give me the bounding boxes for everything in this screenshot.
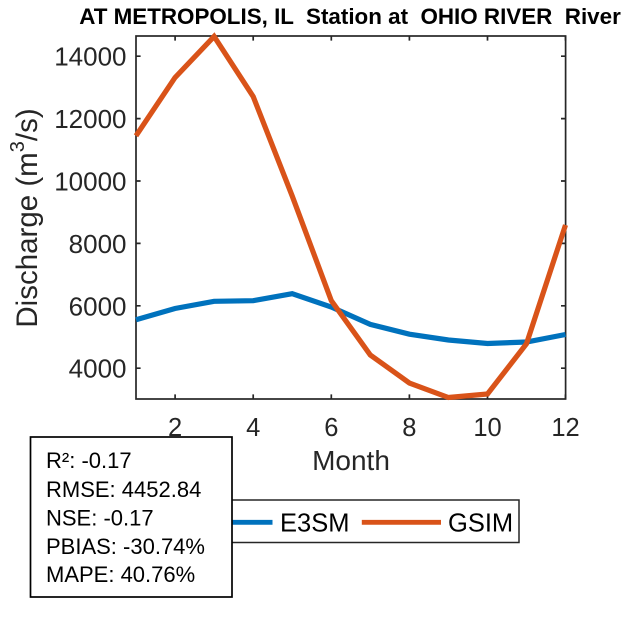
svg-text:Month: Month — [312, 445, 390, 476]
svg-text:8: 8 — [402, 414, 416, 442]
svg-text:MAPE: 40.76%: MAPE: 40.76% — [46, 562, 195, 587]
svg-text:12000: 12000 — [54, 104, 126, 134]
svg-text:E3SM: E3SM — [280, 510, 349, 538]
svg-text:2: 2 — [168, 414, 182, 442]
svg-text:GSIM: GSIM — [448, 510, 513, 538]
svg-text:R²: -0.17: R²: -0.17 — [46, 448, 132, 473]
svg-text:10: 10 — [473, 414, 501, 442]
svg-text:AT METROPOLIS, IL Station at: AT METROPOLIS, IL Station at OHIO RIVER … — [79, 4, 621, 29]
svg-text:12: 12 — [551, 414, 579, 442]
svg-text:6: 6 — [324, 414, 338, 442]
svg-text:8000: 8000 — [69, 229, 127, 259]
svg-text:14000: 14000 — [54, 42, 126, 72]
svg-text:4000: 4000 — [69, 354, 127, 384]
svg-text:6000: 6000 — [69, 291, 127, 321]
svg-text:RMSE: 4452.84: RMSE: 4452.84 — [46, 477, 201, 502]
svg-text:10000: 10000 — [54, 167, 126, 197]
svg-text:4: 4 — [246, 414, 260, 442]
svg-text:PBIAS: -30.74%: PBIAS: -30.74% — [46, 534, 205, 559]
svg-text:NSE: -0.17: NSE: -0.17 — [46, 506, 154, 531]
svg-text:Discharge (m3/s): Discharge (m3/s) — [7, 108, 44, 327]
